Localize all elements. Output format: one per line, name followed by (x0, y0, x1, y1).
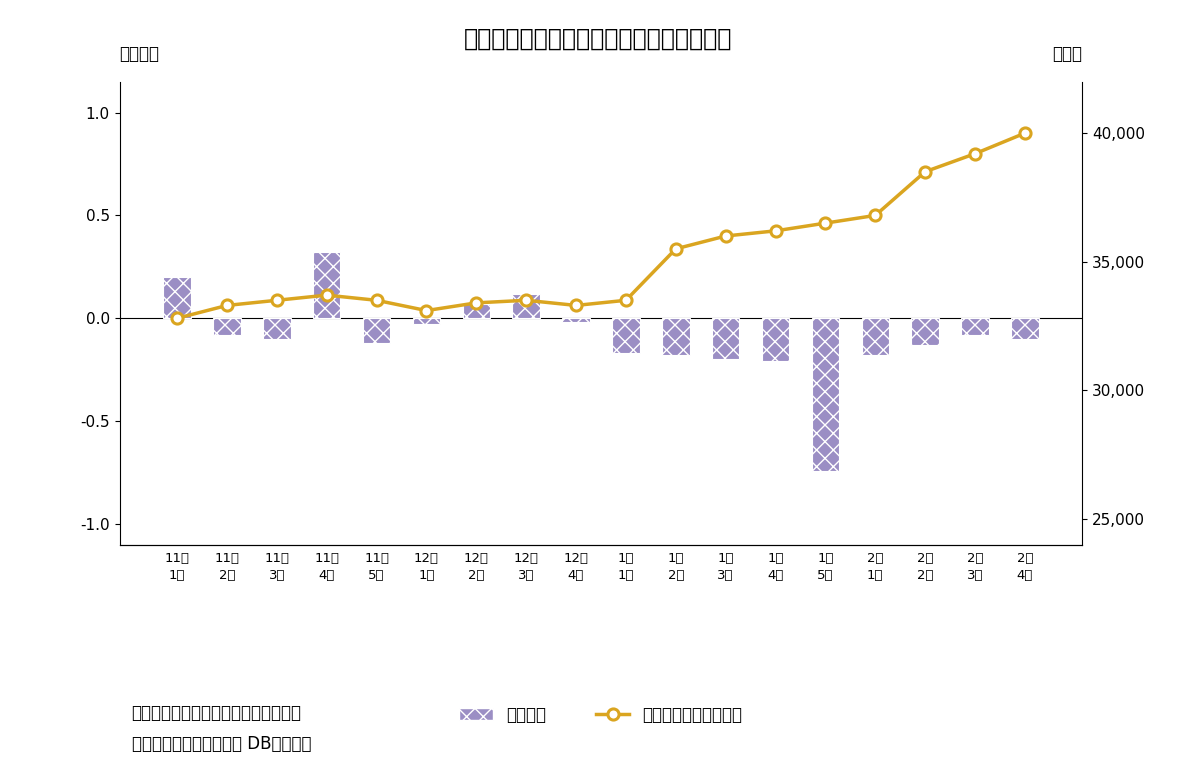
Text: 図表４　信託銀行は２カ月連続の売り越し: 図表４ 信託銀行は２カ月連続の売り越し (464, 27, 732, 51)
Bar (1011, 318, 1038, 339)
Bar (362, 318, 390, 343)
Bar (463, 304, 490, 318)
Text: （注）個人の現物と先物の合計、週次: （注）個人の現物と先物の合計、週次 (132, 704, 301, 722)
Bar (562, 318, 590, 322)
Bar (164, 277, 191, 318)
Bar (762, 318, 789, 362)
Bar (213, 318, 240, 335)
Bar (962, 318, 989, 335)
Bar (263, 318, 291, 339)
Bar (712, 318, 739, 359)
Text: （資料）ニッセイ基礎研 DBから作成: （資料）ニッセイ基礎研 DBから作成 (132, 735, 311, 753)
Bar (911, 318, 939, 345)
Bar (663, 318, 690, 356)
Bar (812, 318, 840, 471)
Bar (861, 318, 889, 356)
Bar (612, 318, 640, 353)
Bar (313, 252, 341, 318)
Text: （兆円）: （兆円） (120, 45, 159, 63)
Bar (413, 318, 440, 324)
Text: （円）: （円） (1052, 45, 1082, 63)
Bar (512, 293, 539, 318)
Legend: 信託銀行, 日経平均株価〈右軸〉: 信託銀行, 日経平均株価〈右軸〉 (452, 699, 750, 731)
